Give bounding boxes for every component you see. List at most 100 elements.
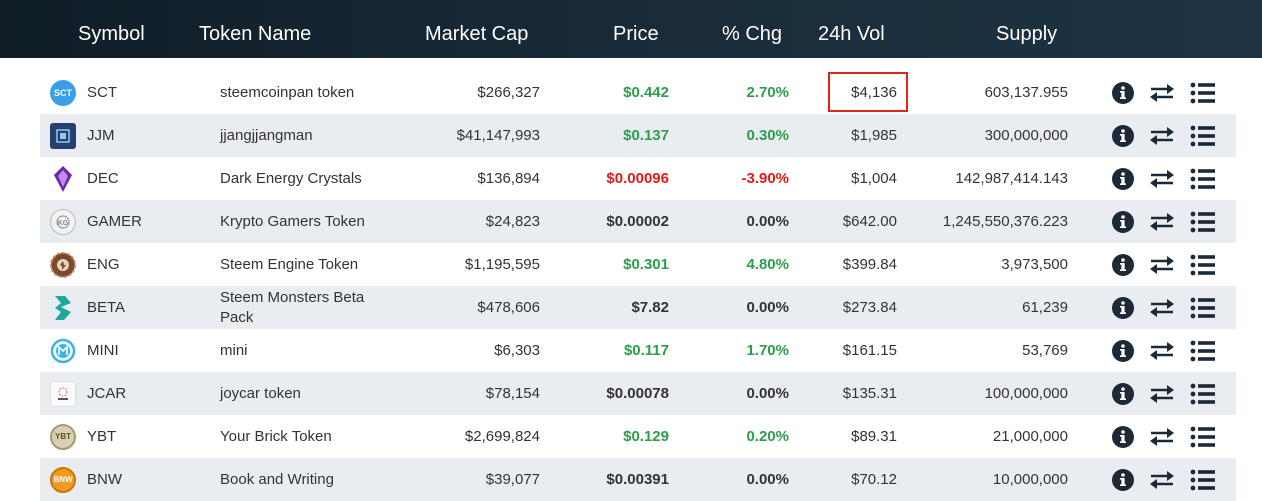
swap-arrows-icon[interactable] — [1149, 295, 1175, 321]
row-actions — [1108, 415, 1238, 458]
market-cap-value: $478,606 — [477, 299, 540, 316]
price-value: $0.00078 — [606, 385, 669, 402]
token-symbol: BETA — [87, 299, 126, 316]
percent-change-value: 0.30% — [746, 127, 789, 144]
token-symbol: SCT — [87, 84, 117, 101]
table-row[interactable]: KG GAMER Krypto Gamers Token $24,823 $0.0000… — [40, 200, 1236, 243]
market-cap-value: $41,147,993 — [456, 127, 540, 144]
percent-change-value: 1.70% — [746, 342, 789, 359]
row-actions — [1108, 71, 1238, 114]
list-icon[interactable] — [1190, 424, 1216, 450]
price-value: $7.82 — [631, 299, 669, 316]
percent-change-value: 0.00% — [746, 213, 789, 230]
volume-24h-value: $1,004 — [851, 170, 897, 187]
volume-24h-value: $161.15 — [842, 342, 897, 359]
info-circle-icon[interactable] — [1110, 166, 1136, 192]
volume-24h-value: $135.31 — [842, 385, 897, 402]
swap-arrows-icon[interactable] — [1149, 252, 1175, 278]
sct-token-logo: SCT — [48, 71, 78, 114]
price-value: $0.00391 — [606, 471, 669, 488]
swap-arrows-icon[interactable] — [1149, 467, 1175, 493]
table-row[interactable]: BETA Steem Monsters Beta Pack $478,606 $7.8… — [40, 286, 1236, 329]
info-circle-icon[interactable] — [1110, 424, 1136, 450]
volume-24h-value: $273.84 — [842, 299, 897, 316]
table-row[interactable]: YBT YBT Your Brick Token $2,699,824 $0.129 0.… — [40, 415, 1236, 458]
market-cap-value: $6,303 — [494, 342, 540, 359]
token-name: mini — [220, 341, 248, 359]
bnw-token-logo: BNW — [48, 458, 78, 501]
list-icon[interactable] — [1190, 123, 1216, 149]
token-name: joycar token — [220, 384, 301, 402]
volume-24h-value: $70.12 — [851, 471, 897, 488]
token-name: Steem Monsters Beta Pack — [220, 288, 365, 326]
header-market-cap[interactable]: Market Cap — [425, 23, 529, 45]
gamer-token-logo: KG — [48, 200, 78, 243]
swap-arrows-icon[interactable] — [1149, 123, 1175, 149]
swap-arrows-icon[interactable] — [1149, 209, 1175, 235]
list-icon[interactable] — [1190, 467, 1216, 493]
token-symbol: YBT — [87, 428, 117, 445]
table-row[interactable]: SCT SCT steemcoinpan token $266,327 $0.442 2.… — [40, 71, 1236, 114]
swap-arrows-icon[interactable] — [1149, 381, 1175, 407]
price-value: $0.129 — [623, 428, 669, 445]
list-icon[interactable] — [1190, 295, 1216, 321]
token-symbol: MINI — [87, 342, 119, 359]
table-row[interactable]: BNW BNW Book and Writing $39,077 $0.00391 0.0… — [40, 458, 1236, 501]
supply-value: 100,000,000 — [984, 385, 1068, 402]
token-name: steemcoinpan token — [220, 83, 355, 101]
header-chg[interactable]: % Chg — [722, 23, 783, 45]
table-row[interactable]: DEC Dark Energy Crystals $136,894 $0.00096 -… — [40, 157, 1236, 200]
table-row[interactable]: ENG Steem Engine Token $1,195,595 $0.301 4.8… — [40, 243, 1236, 286]
row-actions — [1108, 157, 1238, 200]
token-name: Your Brick Token — [220, 427, 332, 445]
table-row[interactable]: MINI mini $6,303 $0.117 1.70% $161.15 53,769 — [40, 329, 1236, 372]
header-24h-vol[interactable]: 24h Vol — [818, 23, 885, 45]
eng-token-logo — [48, 243, 78, 286]
header-token-name[interactable]: Token Name — [199, 23, 312, 45]
swap-arrows-icon[interactable] — [1149, 80, 1175, 106]
price-value: $0.117 — [623, 342, 669, 359]
volume-24h-value: $4,136 — [851, 84, 897, 101]
info-circle-icon[interactable] — [1110, 209, 1136, 235]
market-cap-value: $266,327 — [477, 84, 540, 101]
list-icon[interactable] — [1190, 252, 1216, 278]
market-cap-value: $2,699,824 — [464, 428, 540, 445]
info-circle-icon[interactable] — [1110, 123, 1136, 149]
info-circle-icon[interactable] — [1110, 467, 1136, 493]
list-icon[interactable] — [1190, 166, 1216, 192]
list-icon[interactable] — [1190, 381, 1216, 407]
info-circle-icon[interactable] — [1110, 295, 1136, 321]
info-circle-icon[interactable] — [1110, 80, 1136, 106]
table-row[interactable]: JJM jjangjjangman $41,147,993 $0.137 0.30% $1… — [40, 114, 1236, 157]
table-row[interactable]: JCAR joycar token $78,154 $0.00078 0.00% $135… — [40, 372, 1236, 415]
list-icon[interactable] — [1190, 338, 1216, 364]
row-actions — [1108, 458, 1238, 501]
price-value: $0.301 — [623, 256, 669, 273]
swap-arrows-icon[interactable] — [1149, 338, 1175, 364]
token-name: Book and Writing — [220, 470, 334, 488]
info-circle-icon[interactable] — [1110, 338, 1136, 364]
swap-arrows-icon[interactable] — [1149, 166, 1175, 192]
supply-value: 1,245,550,376.223 — [942, 213, 1068, 230]
row-actions — [1108, 286, 1238, 329]
price-value: $0.137 — [623, 127, 669, 144]
info-circle-icon[interactable] — [1110, 252, 1136, 278]
row-actions — [1108, 329, 1238, 372]
percent-change-value: 0.00% — [746, 385, 789, 402]
market-cap-value: $78,154 — [485, 385, 540, 402]
dec-token-logo — [48, 157, 78, 200]
header-supply[interactable]: Supply — [996, 23, 1058, 45]
info-circle-icon[interactable] — [1110, 381, 1136, 407]
list-icon[interactable] — [1190, 209, 1216, 235]
token-symbol: GAMER — [87, 213, 143, 230]
list-icon[interactable] — [1190, 80, 1216, 106]
row-actions — [1108, 200, 1238, 243]
swap-arrows-icon[interactable] — [1149, 424, 1175, 450]
header-price[interactable]: Price — [613, 23, 659, 45]
header-symbol[interactable]: Symbol — [78, 23, 145, 45]
supply-value: 21,000,000 — [992, 428, 1068, 445]
token-name: Krypto Gamers Token — [220, 212, 365, 230]
supply-value: 3,973,500 — [1001, 256, 1068, 273]
volume-24h-value: $642.00 — [842, 213, 897, 230]
percent-change-value: 2.70% — [746, 84, 789, 101]
